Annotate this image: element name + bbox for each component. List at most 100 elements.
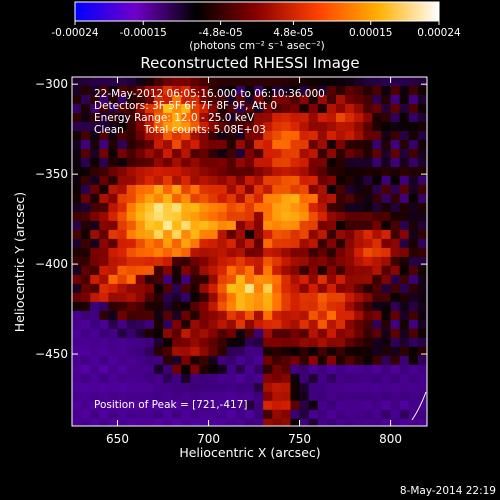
heatmap-cell	[417, 85, 427, 96]
heatmap-cell	[190, 184, 200, 195]
heatmap-cell	[153, 337, 164, 348]
heatmap-cell	[408, 77, 419, 87]
heatmap-cell	[381, 139, 391, 150]
heatmap-cell	[263, 193, 273, 204]
heatmap-cell	[399, 157, 410, 168]
heatmap-cell	[363, 319, 373, 330]
heatmap-cell	[208, 121, 219, 132]
heatmap-cell	[281, 139, 291, 150]
heatmap-cell	[390, 355, 401, 366]
heatmap-cell	[299, 166, 310, 177]
heatmap-cell	[254, 328, 264, 339]
heatmap-cell	[335, 256, 346, 267]
heatmap-cell	[144, 202, 155, 213]
heatmap-cell	[235, 112, 246, 123]
heatmap-cell	[172, 328, 182, 339]
heatmap-cell	[290, 274, 300, 285]
heatmap-cell	[254, 202, 264, 213]
heatmap-cell	[254, 94, 264, 105]
heatmap-cell	[90, 337, 100, 348]
heatmap-cell	[299, 418, 310, 426]
heatmap-cell	[290, 382, 300, 393]
heatmap-cell	[263, 256, 273, 267]
heatmap-cell	[117, 319, 128, 330]
heatmap-cell	[108, 130, 118, 141]
heatmap-cell	[163, 337, 173, 348]
heatmap-cell	[135, 319, 146, 330]
heatmap-cell	[117, 400, 128, 411]
heatmap-cell	[126, 364, 137, 375]
heatmap-cell	[272, 77, 282, 87]
heatmap-cell	[290, 346, 300, 357]
heatmap-cell	[372, 238, 382, 249]
heatmap-cell	[217, 175, 228, 186]
heatmap-cell	[72, 202, 82, 213]
heatmap-cell	[308, 139, 319, 150]
heatmap-cell	[108, 202, 118, 213]
heatmap-cell	[81, 274, 91, 285]
heatmap-cell	[163, 319, 173, 330]
heatmap-cell	[354, 274, 364, 285]
y-tick-label: −350	[35, 167, 68, 181]
heatmap-cell	[217, 328, 228, 339]
heatmap-cell	[244, 418, 255, 426]
heatmap-cell	[263, 229, 273, 240]
heatmap-cell	[90, 382, 100, 393]
heatmap-cell	[290, 184, 300, 195]
heatmap-cell	[254, 373, 264, 384]
heatmap-cell	[381, 265, 391, 276]
heatmap-cell	[126, 256, 137, 267]
heatmap-cell	[390, 175, 401, 186]
heatmap-cell	[226, 193, 237, 204]
heatmap-cell	[181, 256, 191, 267]
heatmap-cell	[108, 112, 118, 123]
heatmap-cell	[254, 337, 264, 348]
heatmap-cell	[153, 220, 164, 231]
heatmap-cell	[172, 175, 182, 186]
heatmap-cell	[363, 301, 373, 312]
heatmap-cell	[99, 382, 109, 393]
heatmap-cell	[290, 301, 300, 312]
heatmap-cell	[226, 310, 237, 321]
heatmap-cell	[354, 94, 364, 105]
heatmap-cell	[390, 238, 401, 249]
heatmap-cell	[317, 121, 328, 132]
heatmap-cell	[308, 265, 319, 276]
heatmap-cell	[199, 175, 209, 186]
heatmap-cell	[99, 283, 109, 294]
heatmap-cell	[144, 310, 155, 321]
heatmap-cell	[244, 121, 255, 132]
heatmap-cell	[72, 391, 82, 402]
heatmap-cell	[181, 400, 191, 411]
heatmap-cell	[308, 301, 319, 312]
heatmap-cell	[135, 148, 146, 159]
heatmap-cell	[308, 77, 319, 87]
heatmap-cell	[335, 346, 346, 357]
heatmap-cell	[354, 112, 364, 123]
heatmap-cell	[226, 373, 237, 384]
heatmap-cell	[199, 121, 209, 132]
heatmap-cell	[326, 238, 337, 249]
heatmap-cell	[244, 355, 255, 366]
heatmap-cell	[326, 130, 337, 141]
heatmap-cell	[381, 346, 391, 357]
heatmap-cell	[299, 211, 310, 222]
heatmap-cell	[226, 319, 237, 330]
heatmap-cell	[190, 157, 200, 168]
heatmap-cell	[81, 220, 91, 231]
heatmap-cell	[281, 193, 291, 204]
heatmap-cell	[81, 166, 91, 177]
heatmap-cell	[199, 337, 209, 348]
heatmap-cell	[90, 400, 100, 411]
annotation-energy-range: Energy Range: 12.0 - 25.0 keV	[94, 112, 255, 124]
heatmap-cell	[99, 112, 109, 123]
heatmap-cell	[199, 373, 209, 384]
heatmap-cell	[217, 193, 228, 204]
heatmap-cell	[372, 112, 382, 123]
heatmap-cell	[399, 409, 410, 420]
heatmap-cell	[363, 85, 373, 96]
heatmap-cell	[281, 409, 291, 420]
heatmap-cell	[290, 364, 300, 375]
heatmap-cell	[108, 220, 118, 231]
heatmap-cell	[363, 355, 373, 366]
